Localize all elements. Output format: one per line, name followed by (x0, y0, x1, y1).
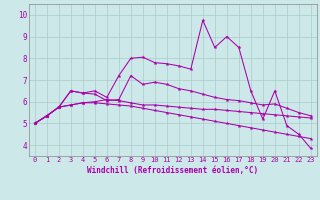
X-axis label: Windchill (Refroidissement éolien,°C): Windchill (Refroidissement éolien,°C) (87, 166, 258, 175)
